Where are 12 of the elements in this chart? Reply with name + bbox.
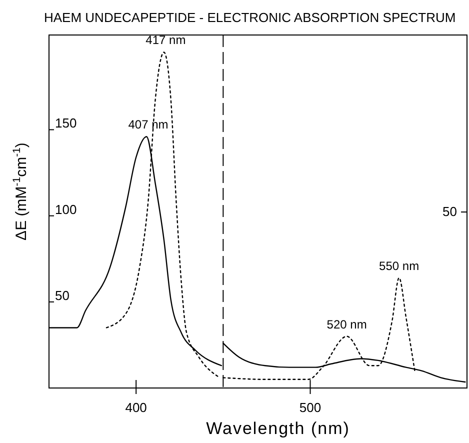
x-tick-label: 400 [125, 400, 147, 415]
y-tick-label: 50 [55, 288, 70, 303]
annotation: 520 nm [326, 317, 367, 332]
annotation: 50 [442, 204, 457, 219]
x-axis-title: Wavelength (nm) [206, 419, 350, 438]
chart-title: HAEM UNDECAPEPTIDE - ELECTRONIC ABSORPTION SPECTRUM [44, 10, 456, 25]
annotation: 550 nm [379, 258, 420, 273]
y-tick-label: 100 [55, 202, 77, 217]
annotation: 407 nm [128, 118, 168, 132]
x-tick-label: 500 [299, 400, 322, 415]
y-tick-label: 150 [55, 116, 77, 131]
annotation: 417 nm [146, 33, 186, 48]
